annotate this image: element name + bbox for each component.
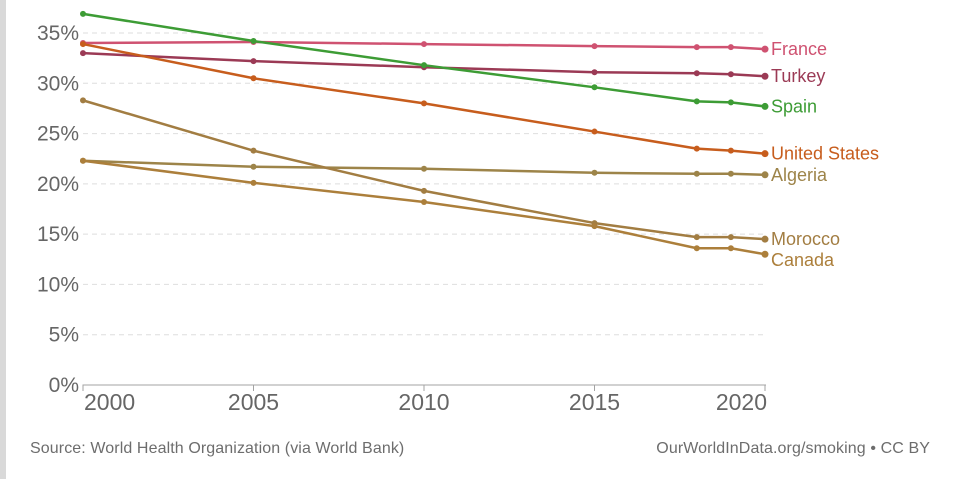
data-point-morocco[interactable] (761, 235, 769, 243)
data-point-united-states[interactable] (693, 145, 700, 152)
data-point-canada[interactable] (727, 245, 734, 252)
data-point-spain[interactable] (591, 84, 598, 91)
y-tick-label: 35% (37, 22, 79, 45)
y-tick-label: 10% (37, 273, 79, 296)
line-chart-canvas: 0% 5% 10% 15% 20% 25% 30% 35% 2000 2005 2010 2015 20… (37, 10, 879, 415)
data-point-morocco[interactable] (421, 187, 427, 194)
series-line-canada[interactable] (81, 159, 767, 256)
data-point-spain[interactable] (80, 10, 86, 17)
data-point-canada[interactable] (693, 245, 700, 252)
data-point-spain[interactable] (727, 99, 734, 106)
series-label-spain[interactable]: Spain (771, 96, 817, 116)
data-point-algeria[interactable] (421, 165, 427, 172)
x-tick-label: 2010 (398, 389, 449, 415)
attribution-note: OurWorldInData.org/smoking • CC BY (656, 440, 930, 457)
data-point-turkey[interactable] (250, 58, 257, 65)
data-point-united-states[interactable] (761, 150, 769, 158)
series-label-france[interactable]: France (771, 39, 827, 59)
x-tick-label: 2005 (228, 389, 279, 415)
data-point-algeria[interactable] (591, 169, 598, 176)
data-point-turkey[interactable] (693, 70, 700, 77)
data-point-morocco[interactable] (727, 234, 734, 241)
y-tick-label: 20% (37, 173, 79, 196)
data-point-algeria[interactable] (761, 171, 769, 179)
data-point-france[interactable] (591, 43, 598, 50)
data-point-algeria[interactable] (693, 170, 700, 177)
data-point-turkey[interactable] (727, 71, 734, 78)
data-point-spain[interactable] (761, 102, 769, 110)
data-point-morocco[interactable] (250, 147, 257, 154)
data-point-united-states[interactable] (250, 75, 257, 82)
chart-footer: Source: World Health Organization (via W… (0, 440, 960, 458)
data-point-turkey[interactable] (80, 50, 86, 57)
y-tick-label: 25% (37, 123, 79, 146)
data-point-turkey[interactable] (591, 69, 598, 76)
series-label-morocco[interactable]: Morocco (771, 229, 840, 249)
data-point-spain[interactable] (250, 38, 257, 45)
data-point-france[interactable] (421, 41, 427, 48)
series-label-turkey[interactable]: Turkey (771, 66, 825, 86)
data-point-turkey[interactable] (761, 72, 769, 80)
x-tick-label: 2015 (569, 389, 620, 415)
data-point-canada[interactable] (250, 179, 257, 186)
series-line-spain[interactable] (81, 12, 767, 108)
data-point-france[interactable] (727, 44, 734, 51)
y-tick-label: 30% (37, 72, 79, 95)
data-point-algeria[interactable] (727, 170, 734, 177)
data-point-canada[interactable] (591, 223, 598, 230)
data-point-united-states[interactable] (421, 100, 427, 107)
data-point-spain[interactable] (693, 98, 700, 105)
page-edge-strip (0, 0, 6, 479)
series-label-algeria[interactable]: Algeria (771, 165, 828, 185)
series-label-canada[interactable]: Canada (771, 250, 835, 270)
x-tick-label: 2000 (84, 389, 135, 415)
data-point-united-states[interactable] (591, 128, 598, 135)
data-point-united-states[interactable] (727, 147, 734, 154)
data-point-morocco[interactable] (80, 97, 86, 104)
y-tick-label: 0% (49, 374, 79, 397)
series-line-united-states[interactable] (81, 42, 767, 155)
data-point-canada[interactable] (421, 198, 427, 205)
series-label-united-states[interactable]: United States (771, 144, 879, 164)
x-tick-label: 2020 (716, 389, 767, 415)
source-note: Source: World Health Organization (via W… (30, 440, 405, 457)
data-point-united-states[interactable] (80, 41, 86, 48)
data-point-morocco[interactable] (693, 234, 700, 241)
y-tick-label: 15% (37, 223, 79, 246)
data-point-algeria[interactable] (250, 163, 257, 170)
data-point-canada[interactable] (80, 157, 86, 164)
data-point-france[interactable] (693, 44, 700, 51)
y-tick-label: 5% (49, 324, 79, 347)
data-point-spain[interactable] (421, 62, 427, 69)
data-point-france[interactable] (761, 45, 769, 53)
data-point-canada[interactable] (761, 250, 769, 258)
